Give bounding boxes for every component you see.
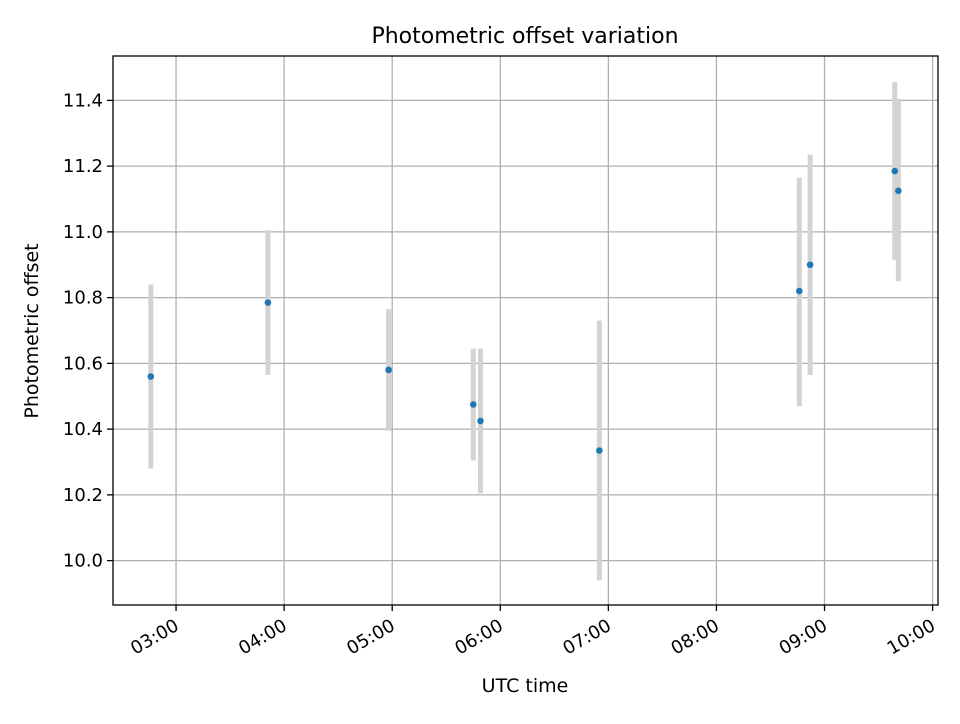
x-tick-label: 05:00 <box>343 615 398 659</box>
data-point <box>806 261 814 269</box>
data-point <box>895 187 902 195</box>
x-axis: 03:00 04:00 05:00 06:00 07:00 08:00 09:00 10:00 <box>127 605 939 659</box>
data-point <box>891 167 899 175</box>
x-tick-label: 03:00 <box>127 615 182 659</box>
data-point <box>477 417 484 425</box>
y-tick-label: 10.6 <box>63 353 103 374</box>
x-tick-label: 08:00 <box>668 615 723 659</box>
x-tick-label: 04:00 <box>235 615 290 659</box>
y-tick-label: 10.8 <box>63 288 103 309</box>
y-tick-label: 10.4 <box>63 419 103 440</box>
grid-layer <box>113 56 938 605</box>
y-axis: 10.0 10.2 10.4 10.6 10.8 11.0 11.2 11.4 <box>63 90 113 572</box>
data-point <box>596 447 603 454</box>
x-tick-label: 10:00 <box>884 615 939 659</box>
data-point <box>795 287 803 295</box>
data-point <box>385 366 392 374</box>
data-point <box>264 299 272 306</box>
chart-title: Photometric offset variation <box>371 24 678 49</box>
x-tick-label: 06:00 <box>451 615 506 659</box>
errorbar-layer <box>148 82 901 581</box>
y-tick-label: 11.2 <box>63 156 103 177</box>
data-point <box>147 373 155 380</box>
y-axis-label: Photometric offset <box>21 243 43 418</box>
data-point <box>469 401 477 408</box>
y-tick-label: 10.0 <box>63 551 103 572</box>
x-tick-label: 09:00 <box>776 615 831 659</box>
y-tick-label: 11.0 <box>63 222 103 243</box>
y-tick-label: 10.2 <box>63 485 103 506</box>
x-tick-label: 07:00 <box>559 615 614 659</box>
x-axis-label: UTC time <box>482 675 569 697</box>
plot-frame <box>112 55 939 606</box>
y-tick-label: 11.4 <box>63 90 103 111</box>
point-layer <box>147 167 902 454</box>
